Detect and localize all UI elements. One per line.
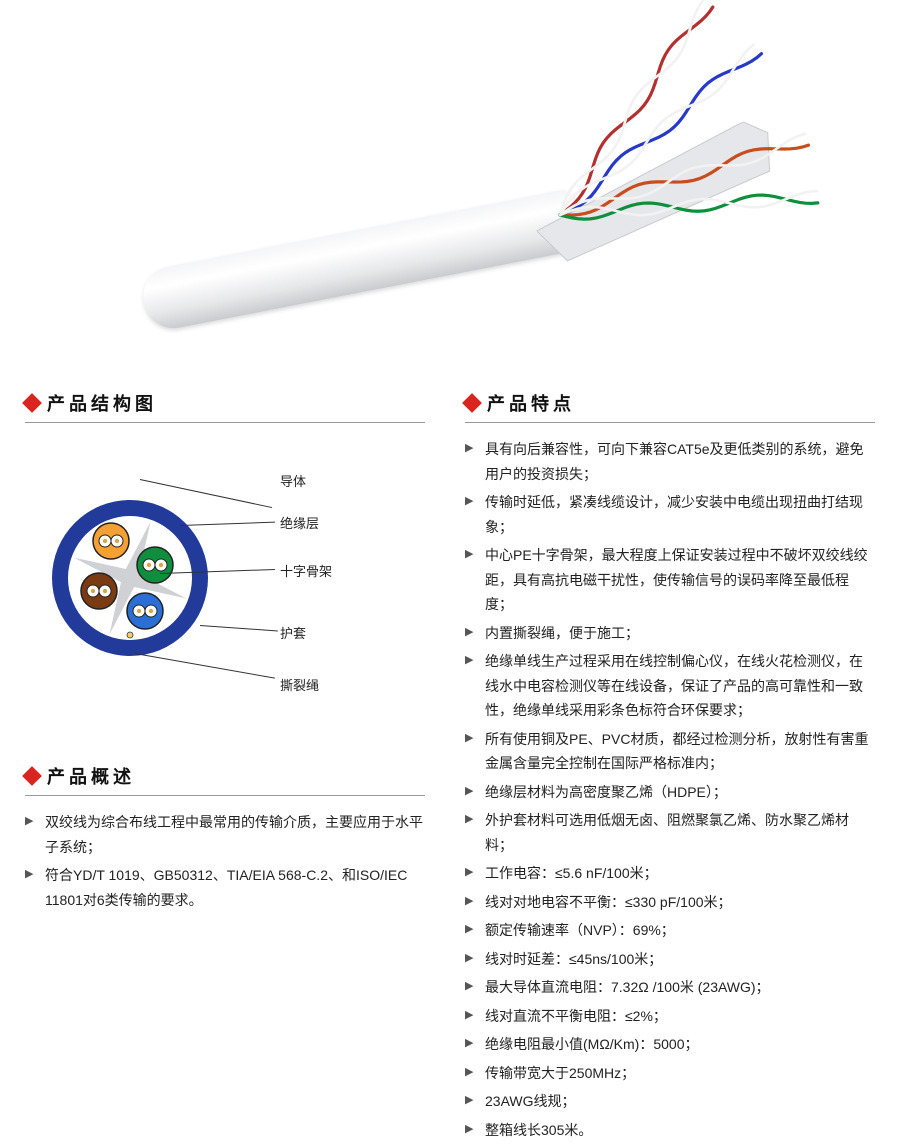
features-list: 具有向后兼容性，可向下兼容CAT5e及更低类别的系统，避免用户的投资损失；传输时…	[465, 437, 875, 1142]
list-item: 额定传输速率（NVP）：69%；	[465, 918, 875, 943]
list-item: 整箱线长305米。	[465, 1118, 875, 1143]
list-item: 内置撕裂绳，便于施工；	[465, 621, 875, 646]
label-insulation: 绝缘层	[280, 513, 319, 532]
section-header-structure: 产品结构图	[25, 390, 425, 423]
overview-list: 双绞线为综合布线工程中最常用的传输介质，主要应用于水平子系统；符合YD/T 10…	[25, 810, 425, 912]
list-item: 外护套材料可选用低烟无卤、阻燃聚氯乙烯、防水聚乙烯材料；	[465, 808, 875, 857]
hero-cable-illustration	[0, 0, 900, 380]
section-header-overview: 产品概述	[25, 763, 425, 796]
list-item: 23AWG线规；	[465, 1089, 875, 1114]
list-item: 传输带宽大于250MHz；	[465, 1061, 875, 1086]
structure-diagram: 导体 绝缘层 十字骨架 护套 撕裂绳	[25, 453, 425, 763]
label-conductor: 导体	[280, 471, 306, 490]
twisted-pairs	[0, 0, 900, 380]
list-item: 绝缘电阻最小值(MΩ/Km)：5000；	[465, 1032, 875, 1057]
list-item: 中心PE十字骨架，最大程度上保证安装过程中不破坏双绞线绞距，具有高抗电磁干扰性，…	[465, 543, 875, 617]
list-item: 线对时延差：≤45ns/100米；	[465, 947, 875, 972]
list-item: 工作电容：≤5.6 nF/100米；	[465, 861, 875, 886]
label-jacket: 护套	[280, 623, 306, 642]
section-title: 产品结构图	[47, 390, 157, 416]
diamond-icon	[22, 766, 42, 786]
list-item: 所有使用铜及PE、PVC材质，都经过检测分析，放射性有害重金属含量完全控制在国际…	[465, 727, 875, 776]
diamond-icon	[22, 393, 42, 413]
list-item: 具有向后兼容性，可向下兼容CAT5e及更低类别的系统，避免用户的投资损失；	[465, 437, 875, 486]
list-item: 符合YD/T 1019、GB50312、TIA/EIA 568-C.2、和ISO…	[25, 863, 425, 912]
list-item: 线对直流不平衡电阻：≤2%；	[465, 1004, 875, 1029]
list-item: 绝缘层材料为高密度聚乙烯（HDPE）；	[465, 780, 875, 805]
list-item: 线对对地电容不平衡：≤330 pF/100米；	[465, 890, 875, 915]
section-title: 产品特点	[487, 390, 575, 416]
list-item: 双绞线为综合布线工程中最常用的传输介质，主要应用于水平子系统；	[25, 810, 425, 859]
list-item: 绝缘单线生产过程采用在线控制偏心仪，在线火花检测仪，在线水中电容检测仪等在线设备…	[465, 649, 875, 723]
cross-section-svg	[45, 493, 225, 673]
diamond-icon	[462, 393, 482, 413]
label-cross: 十字骨架	[280, 561, 332, 580]
list-item: 传输时延低，紧凑线缆设计，减少安装中电缆出现扭曲打结现象；	[465, 490, 875, 539]
section-header-features: 产品特点	[465, 390, 875, 423]
label-ripcord: 撕裂绳	[280, 675, 319, 694]
list-item: 最大导体直流电阻：7.32Ω /100米 (23AWG)；	[465, 975, 875, 1000]
section-title: 产品概述	[47, 763, 135, 789]
